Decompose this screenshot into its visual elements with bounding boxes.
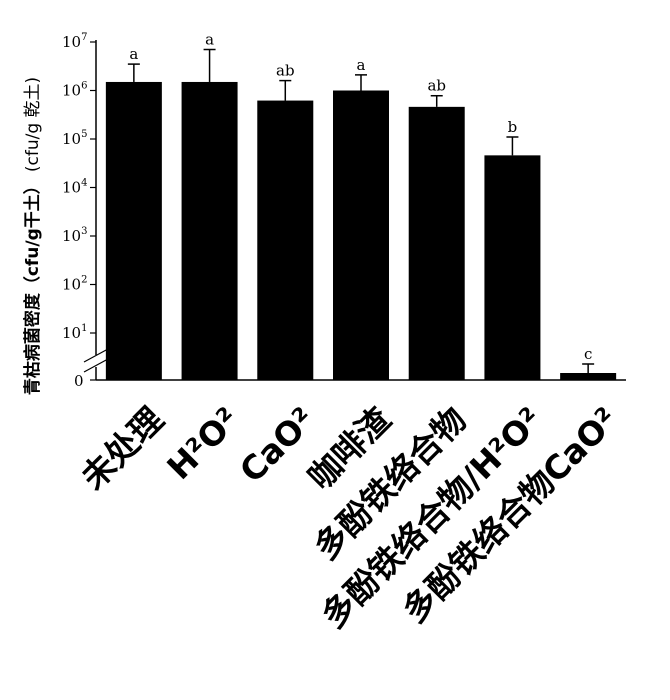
category-label: 未处理 [73,400,171,498]
significance-label: b [508,118,518,136]
y-tick-base: 10 [62,324,81,342]
category-labels: 未处理H²O²CaO²咖啡渣多酚铁络合物多酚铁络合物/H²O²多酚铁络合物CaO… [73,399,625,636]
y-tick-base: 10 [62,179,81,197]
y-tick-exponent: 5 [81,129,87,140]
bar [560,373,617,380]
significance-label: a [357,56,366,74]
category-label: H²O² [159,400,246,487]
y-tick-exponent: 3 [81,226,87,237]
y-tick-base: 10 [62,130,81,148]
y-tick-label: 103 [62,226,87,245]
error-bars [127,48,595,373]
axis-break-mark [83,348,109,363]
y-tick-label-zero: 0 [74,372,84,390]
axis-break-mark [83,358,109,373]
y-tick-base: 10 [62,33,81,51]
significance-label: c [584,345,592,363]
significance-label: ab [276,62,295,80]
bar [484,155,541,380]
y-tick-label: 106 [62,81,87,100]
bars [105,81,617,381]
bar [105,81,162,381]
y-tick-exponent: 6 [81,81,87,92]
y-tick-label: 104 [62,178,87,197]
y-tick-exponent: 2 [81,275,87,286]
y-tick-base: 10 [62,82,81,100]
bar [333,90,389,380]
significance-label: a [205,31,214,49]
y-tick-base: 10 [62,276,81,294]
y-axis-label: 青枯病菌密度（cfu/g干土） (cfu/g 乾土) [22,77,43,395]
y-tick-label: 107 [62,32,87,51]
y-tick-label: 102 [62,275,87,294]
y-tick-exponent: 1 [81,323,87,334]
significance-label: a [129,45,138,63]
y-tick-exponent: 7 [81,32,87,43]
significance-labels: a a ab a ab b c [129,31,592,363]
significance-label: ab [427,77,446,95]
bar [181,81,238,381]
y-tick-base: 10 [62,227,81,245]
y-tick-label: 101 [62,323,87,342]
y-axis-label-text: 青枯病菌密度（cfu/g干土） (cfu/g 乾土) [22,77,43,395]
y-tick-exponent: 4 [81,178,87,189]
y-axis-label-main: 青枯病菌密度（cfu/g干土） [22,177,43,395]
y-tick-label: 105 [62,129,87,148]
bar [257,100,314,380]
y-axis-label-unit: (cfu/g 乾土) [23,77,43,172]
bar [408,106,465,380]
